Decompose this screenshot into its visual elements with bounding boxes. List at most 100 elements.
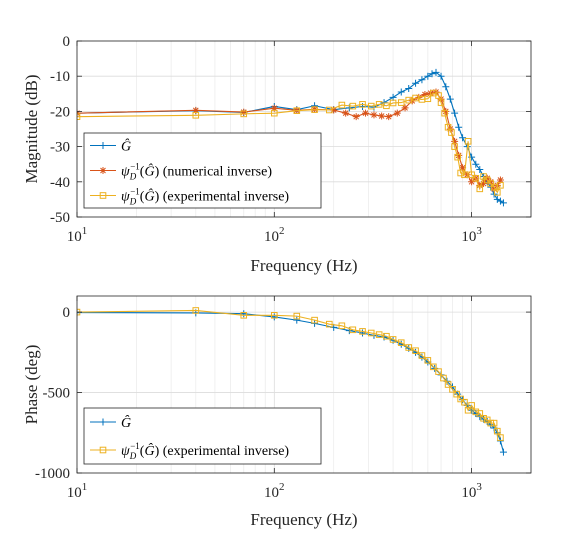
plus-marker	[451, 109, 459, 117]
legend-g: Ĝ	[144, 163, 154, 180]
square-marker	[99, 192, 107, 199]
square-marker	[494, 427, 501, 435]
x-tick-base: 10	[264, 485, 279, 501]
x-tick-exponent: 3	[476, 225, 482, 237]
x-tick-exponent: 3	[476, 481, 482, 493]
square-marker	[487, 419, 495, 427]
x-axis-label: Frequency (Hz)	[250, 256, 357, 275]
plus-marker	[412, 79, 420, 87]
x-tick-exponent: 1	[82, 225, 88, 237]
square-marker	[359, 101, 366, 108]
square-marker	[435, 92, 442, 99]
legend-entry: Ĝ	[90, 414, 131, 431]
axes-box	[76, 295, 532, 474]
legend-sub: D	[129, 451, 137, 461]
square-marker	[349, 102, 357, 110]
square-marker	[480, 173, 487, 180]
square-marker	[476, 410, 484, 417]
square-marker	[405, 344, 413, 351]
square-marker	[389, 99, 397, 107]
x-tick-exponent: 2	[279, 225, 285, 237]
square-marker	[441, 109, 448, 117]
square-marker	[490, 419, 498, 427]
star-marker	[385, 113, 393, 121]
legend-label: Ĝ	[121, 138, 131, 155]
square-marker	[375, 331, 383, 338]
legend-arg-close: )	[155, 165, 163, 180]
square-marker	[461, 171, 468, 179]
y-tick-label: -10	[50, 69, 70, 85]
star-marker	[480, 180, 488, 188]
square-marker	[192, 307, 200, 314]
star-marker	[330, 106, 338, 114]
square-marker	[397, 99, 405, 106]
plus-marker	[496, 197, 504, 205]
square-marker	[412, 94, 419, 102]
star-marker	[487, 178, 495, 186]
plus-marker	[493, 195, 501, 203]
legend-entry: ψD−1(Ĝ) (experimental inverse)	[90, 187, 289, 207]
plus-marker	[424, 72, 432, 80]
plus-marker	[459, 134, 467, 142]
star-marker	[490, 185, 498, 193]
star-marker	[468, 178, 476, 186]
star-marker	[378, 112, 386, 120]
square-marker	[453, 390, 460, 398]
plus-marker	[472, 160, 480, 168]
legend: ĜψD−1(Ĝ) (numerical inverse) ψD−1(Ĝ) (exp…	[83, 132, 322, 209]
square-marker	[418, 352, 426, 359]
legend-box	[83, 407, 322, 465]
legend-arg: (	[140, 165, 145, 180]
legend-arg-close: )	[155, 190, 163, 205]
legend-entry: ψD−1(Ĝ) (numerical inverse)	[90, 162, 272, 182]
plus-marker	[446, 95, 454, 103]
star-marker	[192, 106, 200, 114]
legend-label: ψD−1(Ĝ) (experimental inverse)	[121, 441, 289, 461]
axes-box	[76, 40, 532, 218]
x-tick-label: 101	[67, 481, 88, 501]
legend-desc: (experimental inverse)	[163, 190, 290, 205]
y-tick-label: -50	[50, 210, 70, 226]
square-marker	[375, 101, 383, 108]
plus-marker	[418, 76, 426, 84]
plus-marker	[397, 88, 405, 96]
square-marker	[444, 381, 452, 388]
x-tick-exponent: 1	[82, 481, 88, 493]
square-marker	[383, 332, 390, 340]
square-marker	[338, 322, 346, 330]
legend-psi: ψ	[121, 444, 130, 459]
square-marker	[435, 368, 442, 375]
star-marker	[496, 176, 504, 184]
square-marker	[464, 138, 472, 145]
star-marker	[408, 97, 416, 105]
star-marker	[437, 95, 445, 103]
square-marker	[326, 320, 333, 328]
x-tick-exponent: 2	[279, 481, 285, 493]
square-marker	[451, 143, 458, 150]
legend-psi: ψ	[121, 165, 130, 180]
square-marker	[311, 106, 318, 113]
square-marker	[271, 312, 278, 319]
plus-marker	[499, 199, 507, 207]
legend-desc: (numerical inverse)	[163, 165, 273, 180]
x-tick-base: 10	[264, 229, 279, 245]
y-axis-label: Magnitude (dB)	[22, 74, 41, 183]
square-marker	[271, 109, 278, 117]
y-tick-label: -30	[50, 140, 70, 156]
star-marker	[352, 113, 360, 121]
square-marker	[99, 446, 107, 454]
square-marker	[412, 347, 419, 355]
star-marker	[370, 111, 378, 119]
square-marker	[464, 406, 472, 414]
legend-label: Ĝ	[121, 414, 131, 431]
plus-marker	[476, 165, 484, 173]
star-marker	[451, 137, 459, 145]
square-marker	[349, 326, 357, 334]
legend-box	[83, 132, 322, 209]
square-marker	[367, 329, 375, 337]
square-marker	[497, 182, 504, 189]
square-marker	[468, 171, 475, 179]
legend-psi: ψ	[121, 190, 130, 205]
